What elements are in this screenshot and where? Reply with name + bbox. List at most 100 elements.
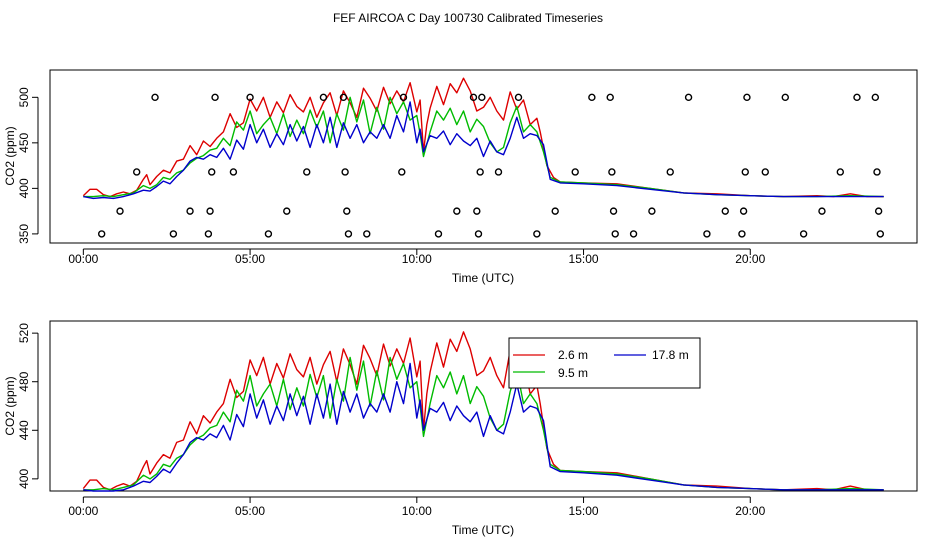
calibration-marker [818,207,826,215]
x-tick-label: 15:00 [569,252,599,266]
calibration-marker [434,230,443,238]
calibration-marker [608,168,616,176]
calibration-marker [684,93,693,102]
bottom-panel-frame [49,320,918,492]
calibration-marker [739,207,748,215]
bottom-panel: 00:00 05:00 10:00 15:00 20:00 400 440 480 520 Ti… [3,320,918,537]
calibration-marker [799,230,808,238]
y-tick-label: 480 [17,371,31,391]
calibration-marker [876,230,885,238]
calibration-marker [533,230,541,238]
calibration-marker [343,207,351,215]
calibration-marker [474,230,483,238]
legend-box [508,337,701,389]
legend-label-2-6m: 2.6 m [558,348,588,362]
x-tick-label: 10:00 [402,504,432,518]
calibration-marker [211,93,219,102]
calibration-marker [151,93,159,102]
calibration-marker [609,207,618,215]
calibration-marker [514,93,523,102]
calibration-marker [874,207,883,215]
calibration-marker [648,207,656,215]
legend: 2.6 m 9.5 m 17.8 m [508,337,701,389]
calibration-marker [666,168,674,176]
calibration-marker [606,93,614,102]
calibration-marker [363,230,371,238]
bottom-panel-series [82,331,884,492]
x-tick-label: 05:00 [235,504,265,518]
calibration-marker [229,168,238,176]
top-panel-ylabel: CO2 (ppm) [3,126,17,185]
calibration-marker [132,168,141,176]
series-line-9-5-m [83,96,884,198]
top-panel-xlabel: Time (UTC) [452,271,514,285]
y-tick-label: 440 [17,420,31,440]
legend-label-9-5m: 9.5 m [558,366,588,380]
calibration-marker [738,230,746,238]
top-panel-axes: 00:00 05:00 10:00 15:00 20:00 350 400 450 500 [17,87,766,266]
calibration-marker [588,93,596,102]
calibration-marker [208,168,216,176]
top-panel: 00:00 05:00 10:00 15:00 20:00 350 400 450 500 Ti… [3,69,918,285]
calibration-marker [344,230,353,238]
calibration-marker [761,168,769,176]
y-tick-label: 350 [17,224,31,244]
y-tick-label: 500 [17,87,31,107]
bottom-panel-axes: 00:00 05:00 10:00 15:00 20:00 400 440 480 520 [17,323,766,518]
series-line-2-6-m [82,77,884,198]
calibration-marker [871,93,880,102]
calibration-marker [453,207,461,215]
calibration-marker [204,230,213,238]
calibration-marker [571,168,579,176]
calibration-marker [494,168,503,176]
calibration-marker [476,168,484,176]
legend-label-17-8m: 17.8 m [652,348,689,362]
calibration-marker [319,93,328,102]
calibration-marker [629,230,638,238]
top-panel-calibration-markers [97,93,885,238]
series-line-17-8-m [83,101,884,200]
calibration-marker [551,207,559,215]
calibration-marker [469,93,478,102]
calibration-marker [743,93,751,102]
top-panel-series [82,77,884,200]
calibration-marker [186,207,194,215]
calibration-marker [853,93,861,102]
x-tick-label: 20:00 [735,504,765,518]
series-line-17-8-m [83,362,884,492]
bottom-panel-ylabel: CO2 (ppm) [3,376,17,435]
series-line-2-6-m [82,331,884,491]
calibration-marker [781,93,789,102]
calibration-marker [398,168,406,176]
calibration-marker [116,207,124,215]
calibration-marker [206,207,214,215]
calibration-marker [703,230,711,238]
calibration-marker [611,230,619,238]
calibration-marker [836,168,845,176]
calibration-marker [246,93,254,102]
calibration-marker [341,168,349,176]
y-tick-label: 400 [17,469,31,489]
top-panel-frame [49,69,918,244]
x-tick-label: 10:00 [402,252,432,266]
calibration-marker [169,230,178,238]
series-line-9-5-m [83,356,884,491]
calibration-marker [264,230,273,238]
calibration-marker [741,168,749,176]
calibration-marker [283,207,291,215]
calibration-marker [339,93,348,102]
calibration-marker [478,93,486,102]
calibration-marker [97,230,106,238]
calibration-marker [873,168,881,176]
x-tick-label: 00:00 [68,504,98,518]
x-tick-label: 20:00 [735,252,765,266]
y-tick-label: 450 [17,133,31,153]
y-tick-label: 520 [17,323,31,343]
x-tick-label: 05:00 [235,252,265,266]
calibration-marker [399,93,408,102]
calibration-marker [473,207,481,215]
bottom-panel-xlabel: Time (UTC) [452,523,514,537]
x-tick-label: 15:00 [569,504,599,518]
